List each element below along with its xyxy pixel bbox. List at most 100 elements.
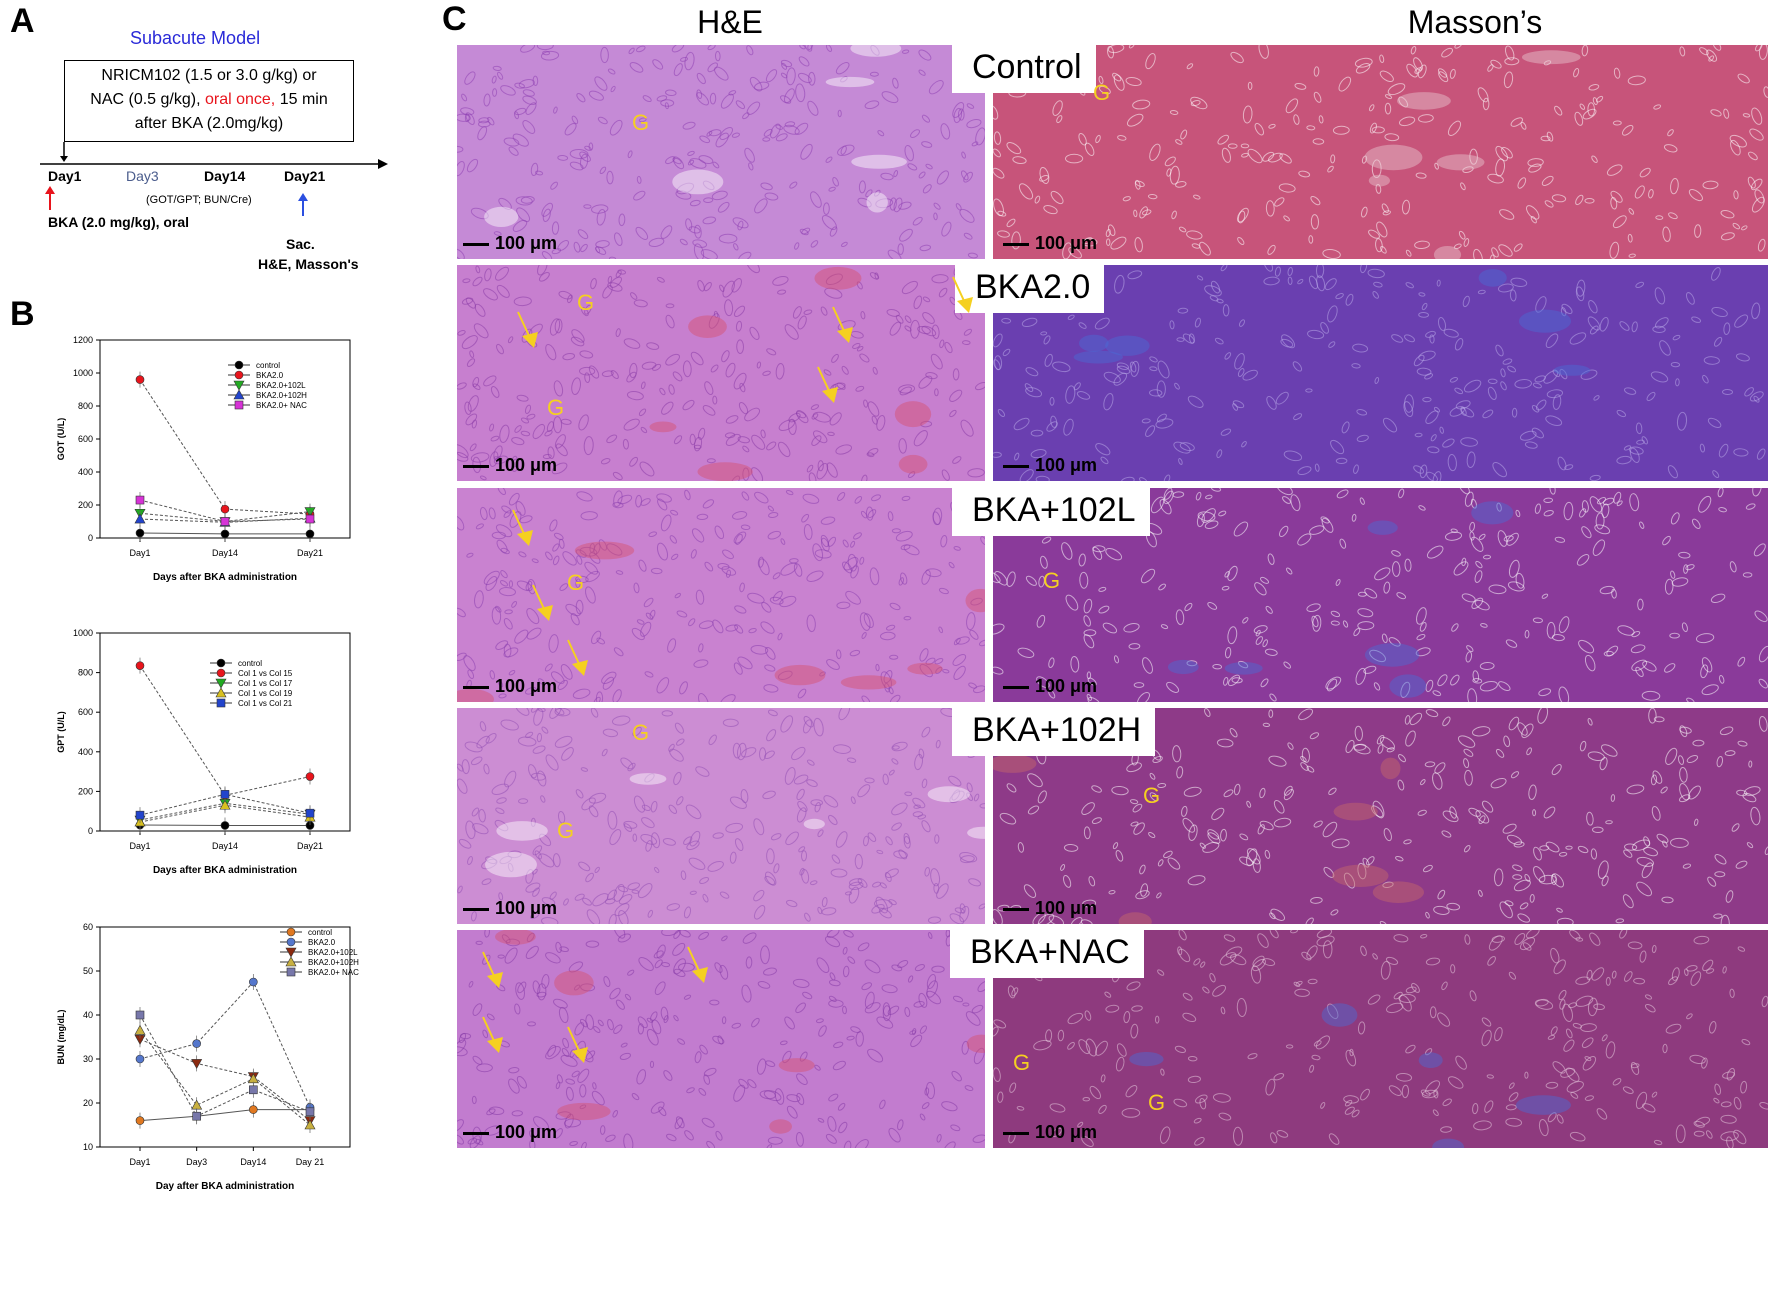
glomerulus-marker: G bbox=[1013, 1050, 1031, 1075]
x-tick-label: Day3 bbox=[186, 1157, 207, 1167]
legend-marker bbox=[216, 658, 226, 668]
timeline-axis bbox=[40, 142, 388, 216]
got-chart-svg: 0 200 400 600 800 1000 1200 Day1 Day14 Day21 Days … bbox=[56, 335, 351, 583]
data-point bbox=[220, 517, 230, 526]
data-point bbox=[220, 790, 230, 799]
data-point bbox=[192, 1111, 201, 1121]
he-scale-bar: 100 μm bbox=[463, 676, 557, 697]
he-tissue-image bbox=[457, 265, 985, 481]
x-tick-label: Day21 bbox=[297, 841, 323, 851]
yellow-arrow-icon bbox=[477, 950, 509, 995]
yellow-arrow-icon bbox=[562, 638, 594, 683]
y-axis-label: GOT (U/L) bbox=[56, 418, 66, 461]
masson-scale-bar: 100 μm bbox=[1003, 676, 1097, 697]
x-axis-label: Days after BKA administration bbox=[153, 572, 297, 583]
panel-c-histology: C H&E Masson’s Control 100 μm 100 μm G G BKA2… bbox=[442, 0, 1772, 1310]
y-tick-label: 800 bbox=[78, 401, 93, 411]
scale-label: 100 μm bbox=[1035, 455, 1098, 475]
yellow-arrow-icon bbox=[512, 310, 544, 355]
legend-marker bbox=[215, 678, 227, 689]
he-micrograph-0 bbox=[457, 45, 985, 259]
y-tick-label: 1000 bbox=[73, 368, 93, 378]
scale-label: 100 μm bbox=[495, 455, 558, 475]
he-scale-bar: 100 μm bbox=[463, 898, 557, 919]
legend-label: BKA2.0+102H bbox=[256, 391, 307, 400]
data-point bbox=[249, 1105, 258, 1114]
legend-label: control bbox=[256, 361, 280, 370]
yellow-arrow-icon bbox=[477, 1015, 509, 1060]
data-point bbox=[305, 772, 315, 781]
data-point bbox=[304, 1119, 316, 1130]
data-point bbox=[135, 375, 145, 384]
x-tick-label: Day21 bbox=[297, 548, 323, 558]
he-scale-bar: 100 μm bbox=[463, 455, 557, 476]
x-tick-label: Day1 bbox=[129, 548, 150, 558]
panel-c-letter: C bbox=[442, 0, 467, 38]
data-point bbox=[135, 661, 145, 670]
protocol-line-3: after BKA (2.0mg/kg) bbox=[134, 115, 284, 132]
x-tick-label: Day14 bbox=[240, 1157, 266, 1167]
y-tick-label: 600 bbox=[78, 707, 93, 717]
masson-column-header: Masson’s bbox=[1407, 4, 1543, 40]
legend-label: BKA2.0 bbox=[308, 938, 336, 947]
yellow-arrow-icon bbox=[947, 275, 979, 320]
y-tick-label: 20 bbox=[83, 1098, 93, 1108]
protocol-line-1: NRICM102 (1.5 or 3.0 g/kg) or bbox=[101, 67, 317, 84]
panel-b-letter: B bbox=[10, 295, 35, 333]
y-tick-label: 200 bbox=[78, 500, 93, 510]
he-scale-bar: 100 μm bbox=[463, 1122, 557, 1143]
data-point bbox=[135, 1116, 145, 1125]
data-point bbox=[135, 495, 145, 505]
scale-label: 100 μm bbox=[495, 676, 558, 696]
group-label-1: BKA2.0 bbox=[955, 262, 1105, 313]
legend-marker bbox=[233, 389, 245, 400]
glomerulus-marker: G bbox=[1043, 568, 1061, 593]
data-point bbox=[220, 504, 230, 514]
masson-tissue-image bbox=[993, 45, 1768, 259]
glomerulus-marker: G bbox=[577, 290, 595, 315]
legend-label: Col 1 vs Col 19 bbox=[238, 689, 293, 698]
data-point bbox=[191, 1059, 203, 1070]
series-line bbox=[139, 379, 311, 515]
got-chart: 0 200 400 600 800 1000 1200 Day1 Day14 Day21 Days … bbox=[0, 320, 440, 625]
data-point bbox=[135, 1054, 145, 1064]
masson-micrograph-1 bbox=[993, 265, 1768, 481]
x-axis-label: Days after BKA administration bbox=[153, 865, 297, 876]
y-tick-label: 0 bbox=[88, 533, 93, 543]
y-tick-label: 0 bbox=[88, 826, 93, 836]
x-tick-label: Day1 bbox=[129, 841, 150, 851]
scale-label: 100 μm bbox=[1035, 898, 1098, 918]
y-axis-label: BUN (mg/dL) bbox=[56, 1010, 66, 1065]
legend-marker bbox=[234, 400, 244, 410]
data-point bbox=[305, 808, 315, 818]
legend-label: Col 1 vs Col 17 bbox=[238, 679, 293, 688]
legend-label: BKA2.0+102L bbox=[256, 381, 306, 390]
group-label-0: Control bbox=[952, 42, 1096, 93]
data-point bbox=[135, 1010, 145, 1020]
legend-label: BKA2.0+ NAC bbox=[256, 401, 307, 410]
y-tick-label: 10 bbox=[83, 1142, 93, 1152]
legend-label: control bbox=[308, 928, 332, 937]
data-point bbox=[219, 799, 231, 810]
y-tick-label: 50 bbox=[83, 966, 93, 976]
masson-scale-bar: 100 μm bbox=[1003, 455, 1097, 476]
he-tissue-image bbox=[457, 45, 985, 259]
legend-marker bbox=[285, 956, 297, 967]
timeline-title: Subacute Model bbox=[130, 28, 261, 48]
glomerulus-marker: G bbox=[1093, 80, 1111, 105]
legend-marker bbox=[286, 967, 296, 977]
legend-marker bbox=[286, 937, 296, 947]
he-column-header: H&E bbox=[697, 4, 763, 40]
legend-marker bbox=[216, 698, 226, 708]
legend-marker bbox=[234, 360, 244, 370]
data-point bbox=[249, 1085, 258, 1095]
data-point bbox=[191, 1099, 203, 1110]
series-line bbox=[139, 1038, 311, 1121]
data-point bbox=[305, 514, 315, 524]
legend-label: BKA2.0+ NAC bbox=[308, 968, 359, 977]
bun-chart-svg: 10 20 30 40 50 60 Day1 Day3 Day14 Day 21 Day after… bbox=[56, 922, 359, 1192]
y-tick-label: 800 bbox=[78, 668, 93, 678]
series-line bbox=[139, 1030, 311, 1126]
x-axis-label: Day after BKA administration bbox=[156, 1181, 295, 1192]
y-tick-label: 400 bbox=[78, 747, 93, 757]
